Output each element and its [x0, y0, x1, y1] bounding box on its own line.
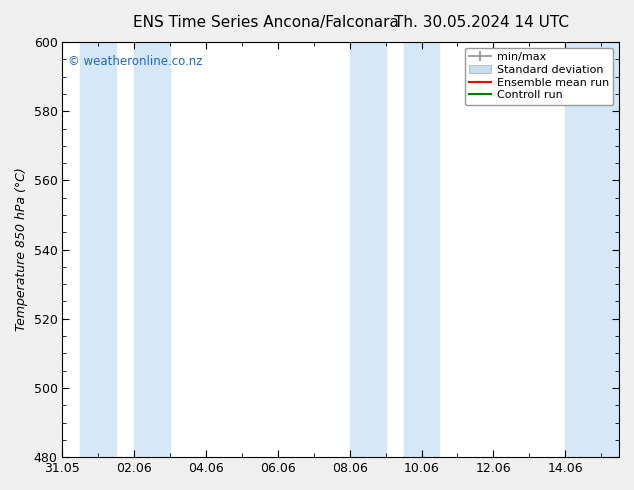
- Bar: [134, 42, 170, 457]
- Bar: [404, 42, 439, 457]
- Bar: [81, 42, 116, 457]
- Text: ENS Time Series Ancona/Falconara: ENS Time Series Ancona/Falconara: [133, 15, 399, 30]
- Bar: [565, 42, 619, 457]
- Y-axis label: Temperature 850 hPa (°C): Temperature 850 hPa (°C): [15, 168, 28, 331]
- Text: Th. 30.05.2024 14 UTC: Th. 30.05.2024 14 UTC: [394, 15, 569, 30]
- Text: © weatheronline.co.nz: © weatheronline.co.nz: [68, 54, 202, 68]
- Legend: min/max, Standard deviation, Ensemble mean run, Controll run: min/max, Standard deviation, Ensemble me…: [465, 48, 614, 105]
- Bar: [350, 42, 385, 457]
